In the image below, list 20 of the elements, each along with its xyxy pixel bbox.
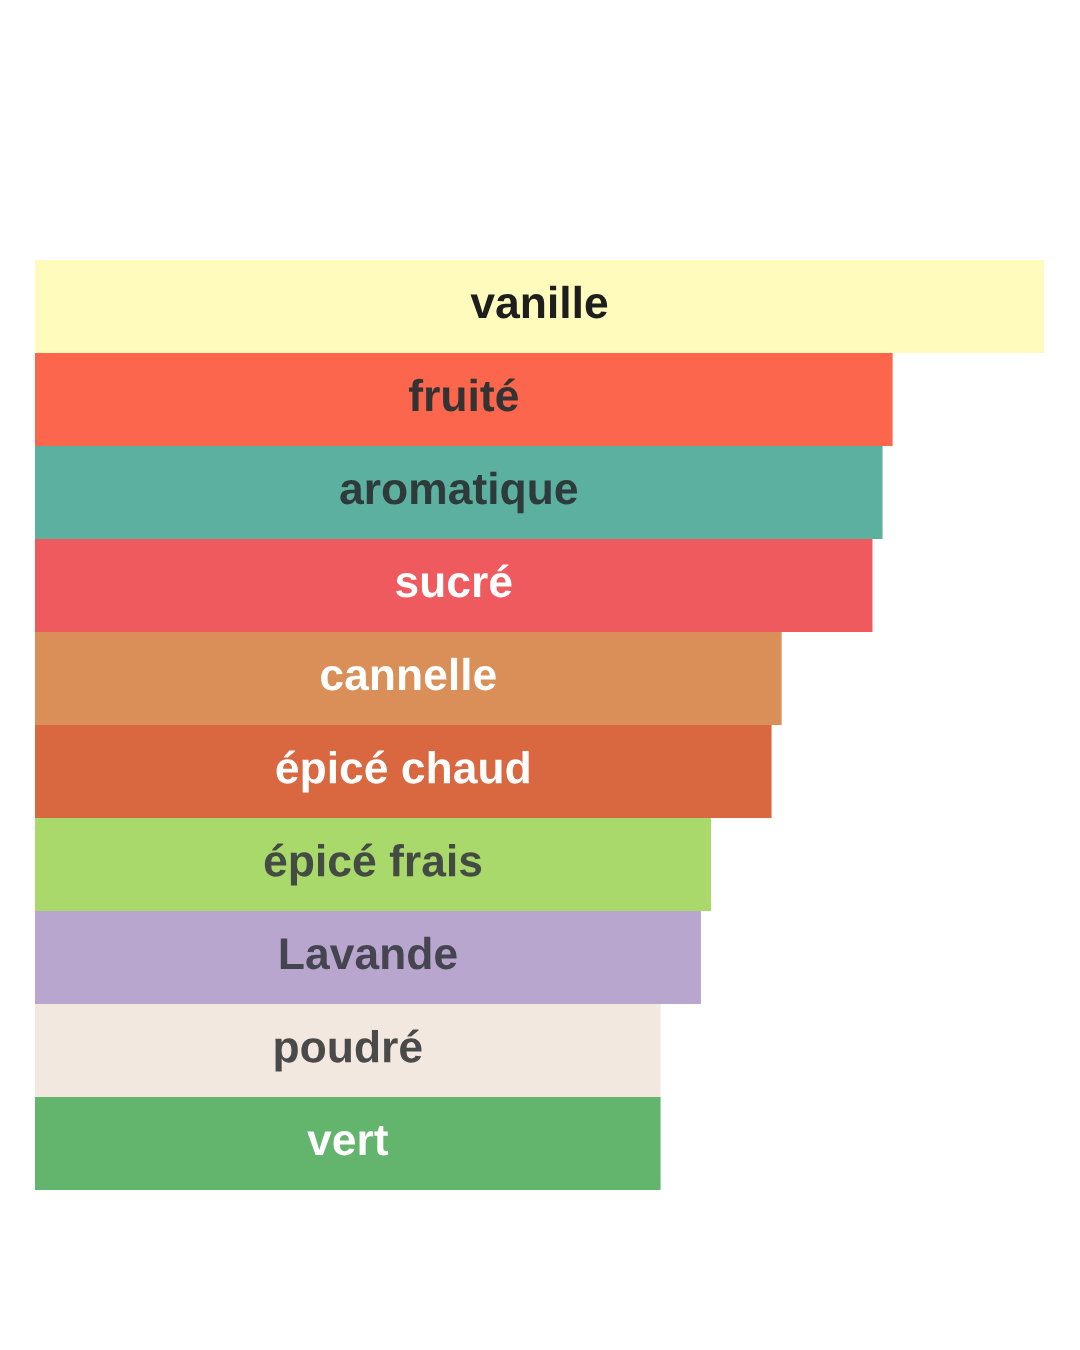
bar	[35, 446, 883, 539]
y-tick-label: aromatique	[340, 471, 578, 514]
bar	[35, 725, 772, 818]
y-tick-label: épicé frais	[264, 843, 482, 886]
y-tick-label: poudré	[275, 1029, 422, 1072]
y-tick-label: épicé chaud	[276, 750, 529, 793]
bar	[35, 632, 782, 725]
bar	[35, 353, 893, 446]
bar	[35, 1097, 661, 1190]
bar	[35, 260, 1044, 353]
bar	[35, 818, 712, 911]
y-tick-label: vanille	[470, 285, 608, 319]
y-tick-label: fruité	[409, 378, 518, 412]
bar	[35, 1004, 661, 1097]
y-tick-label: vert	[307, 1126, 389, 1156]
bar	[35, 539, 873, 632]
bar	[35, 911, 701, 1004]
y-tick-label: cannelle	[321, 657, 496, 691]
y-tick-label: Lavande	[280, 936, 457, 970]
y-tick-label: sucré	[396, 564, 512, 598]
